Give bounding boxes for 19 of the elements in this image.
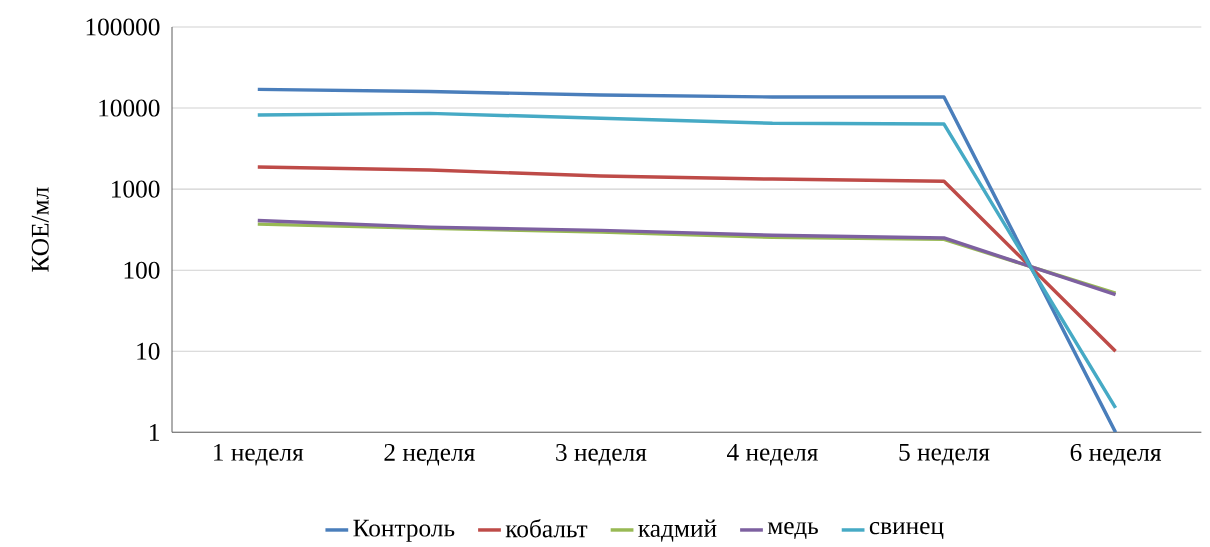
x-tick-label: 5 неделя	[899, 443, 990, 466]
y-tick-label: 10000	[99, 99, 160, 117]
y-tick-label: 10	[137, 342, 160, 360]
y-tick-label: 1000	[112, 180, 160, 198]
y-tick-label: 100	[124, 261, 160, 279]
x-tick-label: 4 неделя	[727, 443, 818, 466]
legend-label: Контроль	[353, 519, 455, 542]
x-tick-label: 2 неделя	[384, 443, 475, 466]
legend-label: свинец	[869, 522, 944, 539]
y-axis-title: КОЕ/мл	[31, 187, 49, 272]
legend-label: медь	[767, 522, 818, 539]
x-tick-label: 1 неделя	[214, 443, 304, 466]
legend-label: кобальт	[505, 519, 588, 538]
legend-label: кадмий	[638, 519, 717, 542]
line-series	[256, 165, 1118, 354]
x-tick-label: 3 неделя	[556, 443, 647, 466]
y-tick-label: 100000	[86, 18, 160, 36]
x-tick-label: 6 неделя	[1070, 443, 1162, 466]
y-tick-label: 1	[150, 423, 159, 441]
